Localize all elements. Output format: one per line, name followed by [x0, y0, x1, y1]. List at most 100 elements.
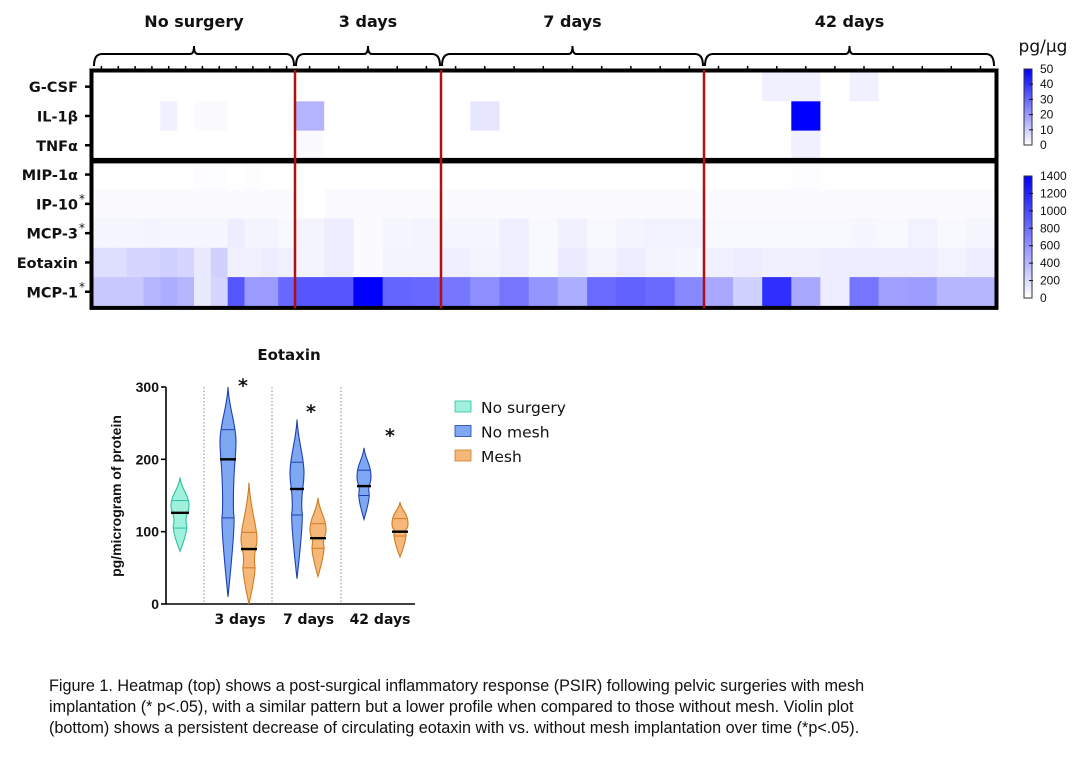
- row-label: Eotaxin: [17, 256, 78, 272]
- heatmap-cell: [160, 218, 178, 249]
- heatmap-cell: [93, 159, 111, 190]
- heatmap-cell: [411, 277, 442, 307]
- heatmap-cell: [528, 159, 559, 190]
- violin-axes: 0 100 200 300 3 days 7 days 42 days: [136, 379, 415, 628]
- heatmap-cell: [587, 72, 617, 102]
- row-label: IP-10: [36, 197, 78, 213]
- heatmap-cell: [878, 189, 909, 219]
- heatmap-cell: [674, 218, 705, 249]
- heatmap-cell: [177, 218, 195, 249]
- row-label: MIP-1α: [22, 168, 78, 184]
- heatmap-cell: [936, 159, 967, 190]
- heatmap-cell: [791, 72, 821, 102]
- heatmap-cell: [674, 130, 705, 161]
- heatmap-cell: [645, 277, 676, 307]
- group-label: 3 days: [339, 12, 397, 31]
- heatmap-cell: [194, 218, 212, 249]
- y-tick-label: 100: [136, 524, 160, 540]
- heatmap-cell: [227, 130, 245, 161]
- heatmap-cell: [143, 159, 161, 190]
- heatmap-cell: [109, 130, 128, 161]
- heatmap-cell: [907, 277, 938, 307]
- heatmap-cell: [557, 218, 588, 249]
- group-label: No surgery: [144, 12, 244, 31]
- heatmap-cell: [177, 72, 195, 102]
- heatmap-cell: [210, 72, 229, 102]
- heatmap-cell: [820, 72, 850, 102]
- heatmap-cell: [820, 218, 850, 249]
- heatmap-cell: [733, 189, 763, 219]
- heatmap-cell: [177, 159, 195, 190]
- heatmap-cell: [353, 101, 384, 132]
- heatmap-cell: [907, 130, 938, 161]
- caption-line: implantation (* p<.05), with a similar p…: [49, 698, 854, 716]
- heatmap-cells: [93, 72, 996, 307]
- heatmap-cell: [382, 159, 413, 190]
- heatmap-cell: [353, 218, 384, 249]
- heatmap-cell: [261, 247, 279, 278]
- heatmap-cell: [210, 130, 229, 161]
- heatmap-cell: [849, 159, 880, 190]
- caption-line: Figure 1. Heatmap (top) shows a post-sur…: [49, 677, 865, 695]
- heatmap-cell: [227, 189, 245, 219]
- heatmap-cell: [353, 159, 384, 190]
- heatmap-cell: [160, 277, 178, 307]
- heatmap-cell: [878, 159, 909, 190]
- heatmap-cell: [324, 277, 354, 307]
- heatmap-cell: [126, 101, 144, 132]
- heatmap-cell: [470, 130, 500, 161]
- heatmap-cell: [160, 247, 178, 278]
- heatmap-cell: [965, 159, 996, 190]
- heatmap-cell: [244, 189, 262, 219]
- heatmap-cell: [227, 101, 245, 132]
- heatmap-cell: [762, 130, 792, 161]
- heatmap-cell: [353, 72, 384, 102]
- significance-star: *: [385, 425, 395, 447]
- heatmap-cell: [244, 159, 262, 190]
- heatmap-cell: [177, 189, 195, 219]
- heatmap-cell: [382, 277, 413, 307]
- heatmap-cell: [587, 218, 617, 249]
- heatmap-cell: [227, 277, 245, 307]
- heatmap-cell: [645, 72, 676, 102]
- heatmap-cell: [261, 189, 279, 219]
- heatmap-cell: [557, 72, 588, 102]
- bottom-panel-frame: [89, 159, 999, 310]
- heatmap-cell: [849, 189, 880, 219]
- figure-caption: Figure 1. Heatmap (top) shows a post-sur…: [49, 676, 1049, 739]
- heatmap-cell: [820, 277, 850, 307]
- heatmap-cell: [733, 247, 763, 278]
- heatmap-cell: [441, 159, 471, 190]
- heatmap-cell: [210, 189, 229, 219]
- heatmap-cell: [382, 189, 413, 219]
- heatmap-cell: [324, 189, 354, 219]
- heatmap-cell: [143, 189, 161, 219]
- heatmap-cell: [733, 72, 763, 102]
- heatmap-cell: [528, 130, 559, 161]
- heatmap-cell: [470, 159, 500, 190]
- violin-no-mesh: [356, 447, 372, 522]
- violin-plot: Eotaxin pg/microgram of protein 0 100 200 3…: [108, 346, 566, 628]
- colorbar-tick-label: 1000: [1040, 204, 1067, 218]
- colorbar-tick-label: 1200: [1040, 186, 1067, 200]
- heatmap-cell: [143, 277, 161, 307]
- heatmap-cell: [791, 218, 821, 249]
- heatmap-cell: [762, 101, 792, 132]
- heatmap-cell: [261, 72, 279, 102]
- heatmap-cell: [227, 218, 245, 249]
- heatmap-cell: [143, 72, 161, 102]
- heatmap-cell: [965, 130, 996, 161]
- heatmap-cell: [704, 218, 734, 249]
- heatmap-cell: [244, 247, 262, 278]
- heatmap-cell: [470, 277, 500, 307]
- heatmap-cell: [733, 218, 763, 249]
- colorbar-tick-label: 600: [1040, 239, 1060, 253]
- heatmap-cell: [557, 130, 588, 161]
- heatmap-cell: [528, 72, 559, 102]
- row-label: TNFα: [36, 139, 78, 155]
- heatmap-cell: [470, 101, 500, 132]
- heatmap-cell: [194, 72, 212, 102]
- x-tick-label: 42 days: [350, 612, 411, 628]
- heatmap-cell: [907, 101, 938, 132]
- heatmap-cell: [353, 189, 384, 219]
